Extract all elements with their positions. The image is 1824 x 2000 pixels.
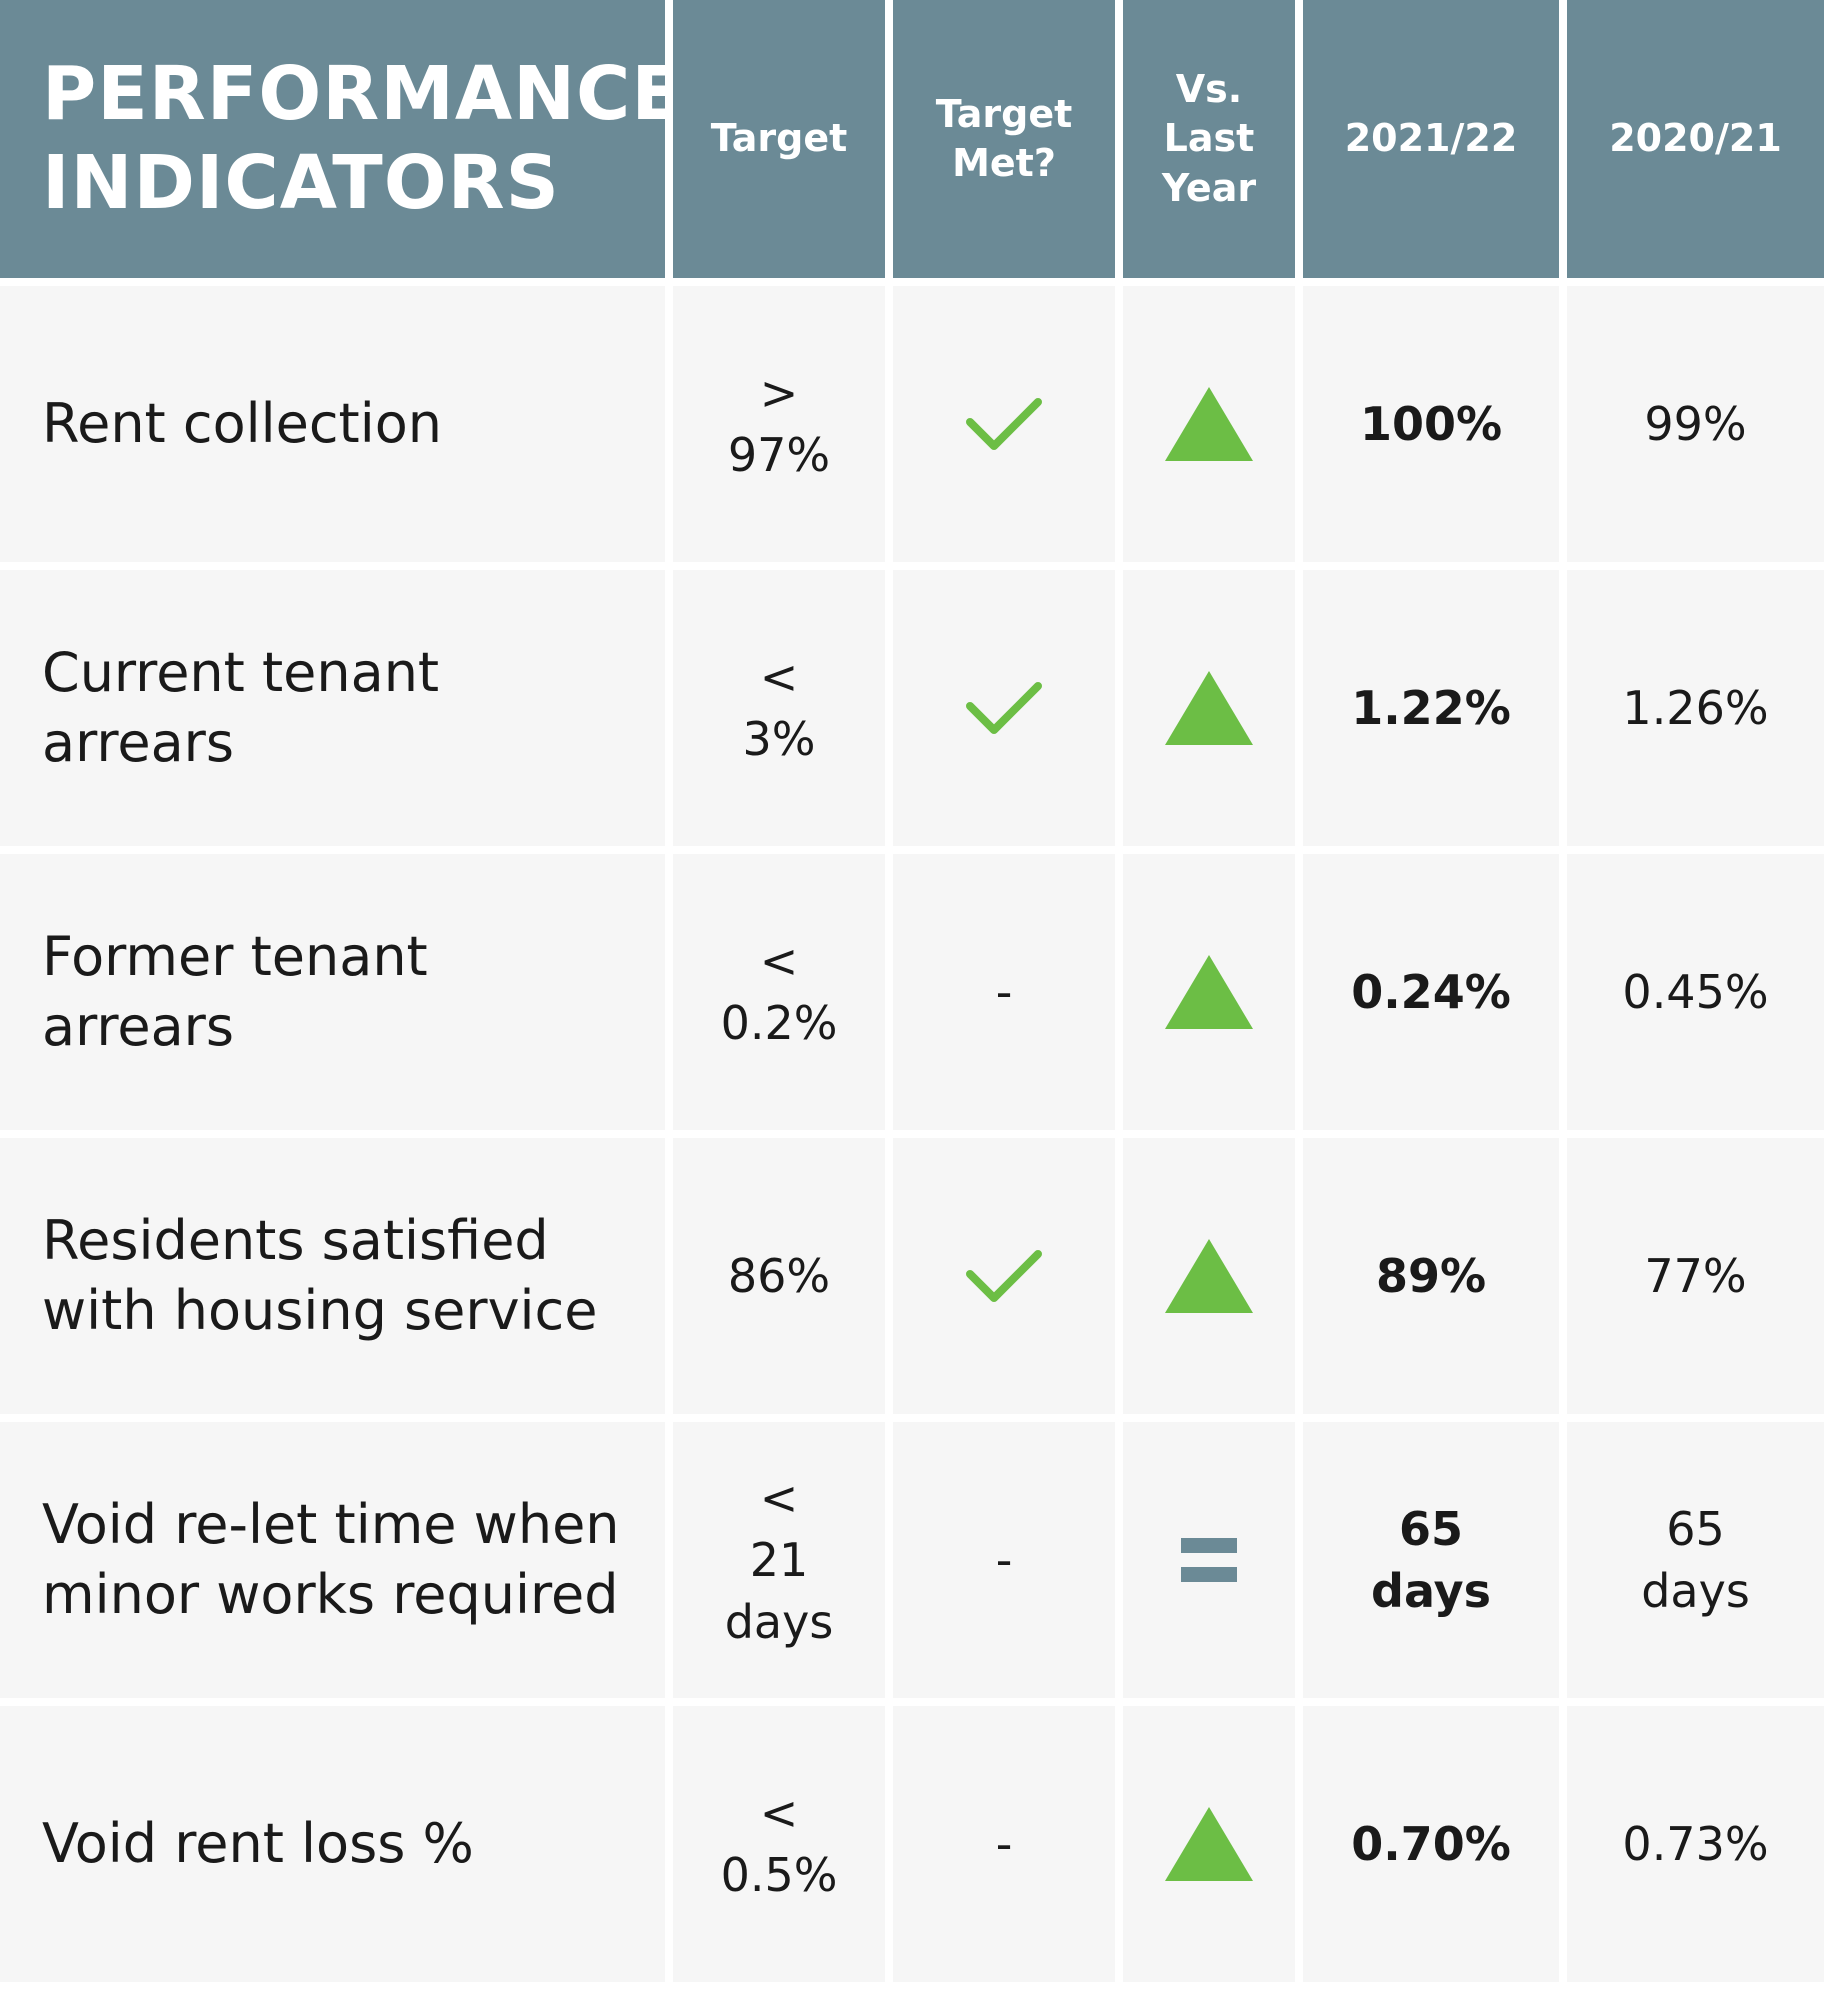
previous-year-cell: 77%	[1567, 1138, 1824, 1414]
target-cell: < 0.5%	[673, 1706, 885, 1982]
previous-year-cell: 65 days	[1567, 1422, 1824, 1698]
previous-year-value: 99%	[1644, 396, 1747, 451]
previous-year-value: 0.73%	[1622, 1816, 1769, 1871]
indicator-cell: Void re-let time when minor works requir…	[0, 1422, 665, 1698]
header-year-current-label: 2021/22	[1344, 116, 1518, 161]
indicator-cell: Current tenant arrears	[0, 570, 665, 846]
target-met-cell: -	[893, 854, 1115, 1130]
table-title: PERFORMANCE INDICATORS	[42, 51, 665, 226]
indicator-label: Void re-let time when minor works requir…	[42, 1492, 620, 1626]
current-year-value: 1.22%	[1351, 680, 1511, 735]
current-year-cell: 0.24%	[1303, 854, 1559, 1130]
target-met-cell: -	[893, 1422, 1115, 1698]
equal-icon	[1181, 1538, 1237, 1582]
trend-cell	[1123, 1138, 1295, 1414]
indicator-cell: Former tenant arrears	[0, 854, 665, 1130]
header-target-met: Target Met?	[893, 0, 1115, 278]
previous-year-cell: 1.26%	[1567, 570, 1824, 846]
current-year-value: 65 days	[1371, 1501, 1491, 1618]
trend-cell	[1123, 1422, 1295, 1698]
header-vs-last-year: Vs. Last Year	[1123, 0, 1295, 278]
current-year-cell: 0.70%	[1303, 1706, 1559, 1982]
target-met-dash: -	[995, 1532, 1013, 1587]
target-met-cell	[893, 286, 1115, 562]
up-triangle-icon	[1165, 387, 1253, 461]
target-value: < 3%	[742, 649, 816, 766]
up-triangle-icon	[1165, 671, 1253, 745]
header-target: Target	[673, 0, 885, 278]
indicator-cell: Residents satisfied with housing service	[0, 1138, 665, 1414]
target-value: < 0.5%	[720, 1785, 838, 1902]
current-year-cell: 89%	[1303, 1138, 1559, 1414]
target-value: > 97%	[727, 365, 831, 482]
previous-year-value: 0.45%	[1622, 964, 1769, 1019]
check-icon	[966, 398, 1042, 450]
trend-cell	[1123, 286, 1295, 562]
trend-cell	[1123, 570, 1295, 846]
indicator-label: Void rent loss %	[42, 1811, 474, 1875]
trend-cell	[1123, 1706, 1295, 1982]
target-cell: < 21 days	[673, 1422, 885, 1698]
target-cell: 86%	[673, 1138, 885, 1414]
previous-year-cell: 0.45%	[1567, 854, 1824, 1130]
header-year-previous-label: 2020/21	[1609, 116, 1782, 161]
check-icon	[966, 1250, 1042, 1302]
current-year-value: 0.70%	[1351, 1816, 1511, 1871]
indicator-label: Current tenant arrears	[42, 640, 440, 774]
current-year-value: 100%	[1359, 396, 1503, 451]
header-target-met-label: Target Met?	[935, 91, 1073, 185]
indicator-cell: Void rent loss %	[0, 1706, 665, 1982]
current-year-value: 89%	[1375, 1248, 1487, 1303]
current-year-value: 0.24%	[1351, 964, 1511, 1019]
header-target-label: Target	[710, 116, 848, 161]
previous-year-cell: 99%	[1567, 286, 1824, 562]
target-met-cell	[893, 570, 1115, 846]
target-cell: > 97%	[673, 286, 885, 562]
header-year-previous: 2020/21	[1567, 0, 1824, 278]
previous-year-value: 77%	[1644, 1248, 1747, 1303]
target-cell: < 3%	[673, 570, 885, 846]
indicator-cell: Rent collection	[0, 286, 665, 562]
indicator-label: Rent collection	[42, 391, 442, 455]
header-year-current: 2021/22	[1303, 0, 1559, 278]
indicator-label: Residents satisfied with housing service	[42, 1208, 598, 1342]
current-year-cell: 100%	[1303, 286, 1559, 562]
trend-cell	[1123, 854, 1295, 1130]
target-met-cell: -	[893, 1706, 1115, 1982]
target-cell: < 0.2%	[673, 854, 885, 1130]
header-vs-last-year-label: Vs. Last Year	[1161, 66, 1257, 210]
table-title-cell: PERFORMANCE INDICATORS	[0, 0, 665, 278]
target-value: < 21 days	[724, 1470, 834, 1650]
previous-year-value: 1.26%	[1622, 680, 1769, 735]
target-met-cell	[893, 1138, 1115, 1414]
previous-year-value: 65 days	[1641, 1501, 1750, 1618]
up-triangle-icon	[1165, 955, 1253, 1029]
current-year-cell: 65 days	[1303, 1422, 1559, 1698]
up-triangle-icon	[1165, 1807, 1253, 1881]
previous-year-cell: 0.73%	[1567, 1706, 1824, 1982]
target-value: < 0.2%	[720, 933, 838, 1050]
current-year-cell: 1.22%	[1303, 570, 1559, 846]
check-icon	[966, 682, 1042, 734]
up-triangle-icon	[1165, 1239, 1253, 1313]
target-met-dash: -	[995, 1816, 1013, 1871]
target-met-dash: -	[995, 964, 1013, 1019]
indicator-label: Former tenant arrears	[42, 924, 428, 1058]
target-value: 86%	[727, 1248, 831, 1303]
